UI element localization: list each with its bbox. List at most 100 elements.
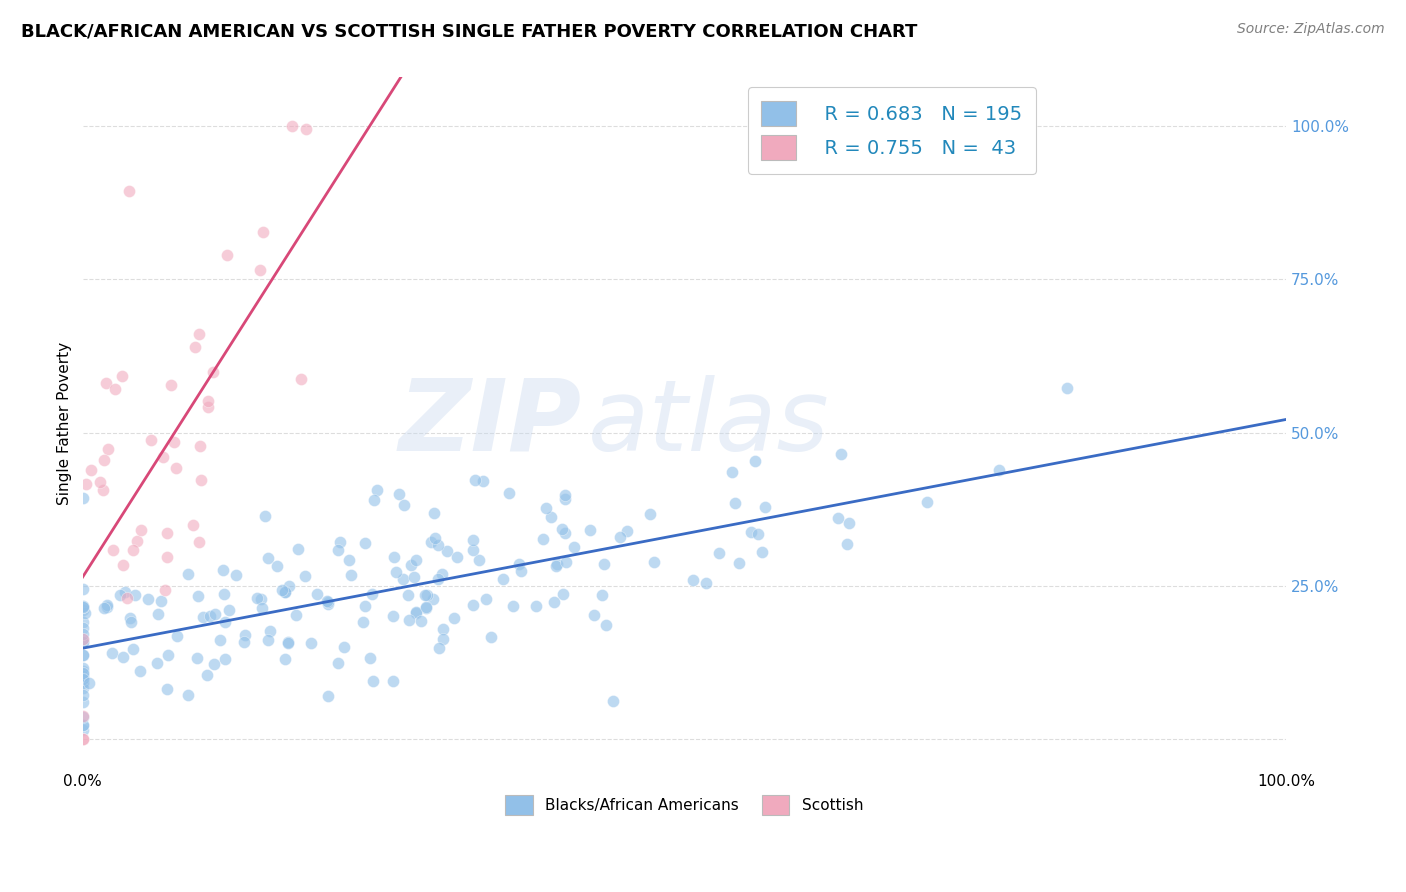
Point bbox=[602, 694, 624, 708]
Point bbox=[427, 641, 450, 656]
Point bbox=[422, 592, 444, 607]
Point bbox=[638, 507, 661, 521]
Point bbox=[413, 588, 436, 602]
Point bbox=[361, 674, 384, 689]
Point bbox=[366, 483, 388, 497]
Point bbox=[277, 635, 299, 649]
Point bbox=[72, 648, 94, 662]
Point bbox=[72, 710, 94, 724]
Point bbox=[96, 599, 118, 613]
Point bbox=[354, 599, 377, 613]
Point bbox=[209, 632, 232, 647]
Point bbox=[156, 549, 179, 564]
Point bbox=[443, 611, 465, 625]
Point bbox=[101, 646, 124, 660]
Point bbox=[165, 460, 187, 475]
Point bbox=[531, 532, 554, 546]
Point bbox=[156, 525, 179, 540]
Point bbox=[201, 365, 224, 379]
Point bbox=[472, 474, 495, 488]
Point bbox=[430, 567, 453, 582]
Point bbox=[115, 591, 138, 605]
Point bbox=[198, 609, 221, 624]
Point bbox=[72, 731, 94, 746]
Point bbox=[72, 664, 94, 678]
Point bbox=[72, 661, 94, 675]
Text: ZIP: ZIP bbox=[399, 375, 582, 472]
Y-axis label: Single Father Poverty: Single Father Poverty bbox=[58, 342, 72, 505]
Point bbox=[609, 530, 631, 544]
Point bbox=[91, 483, 114, 498]
Point bbox=[744, 453, 766, 467]
Point bbox=[249, 592, 271, 607]
Point bbox=[510, 564, 533, 578]
Point bbox=[110, 368, 132, 383]
Point bbox=[89, 475, 111, 489]
Point bbox=[72, 688, 94, 702]
Point bbox=[401, 558, 423, 572]
Point bbox=[160, 378, 183, 392]
Point bbox=[136, 591, 159, 606]
Point bbox=[96, 376, 118, 391]
Point bbox=[551, 587, 574, 601]
Point bbox=[235, 628, 257, 642]
Point bbox=[195, 668, 218, 682]
Point bbox=[578, 523, 600, 537]
Point bbox=[402, 570, 425, 584]
Point bbox=[72, 632, 94, 647]
Point bbox=[595, 618, 617, 632]
Point bbox=[498, 486, 520, 500]
Point bbox=[152, 450, 174, 464]
Point bbox=[554, 526, 576, 541]
Point bbox=[111, 558, 134, 572]
Point bbox=[419, 535, 441, 549]
Point bbox=[72, 621, 94, 635]
Point bbox=[427, 538, 450, 552]
Point bbox=[197, 393, 219, 408]
Point bbox=[432, 622, 454, 636]
Point bbox=[117, 184, 139, 198]
Point bbox=[274, 652, 297, 666]
Point bbox=[122, 641, 145, 656]
Point bbox=[177, 688, 200, 702]
Point bbox=[830, 447, 852, 461]
Point bbox=[72, 731, 94, 746]
Point bbox=[415, 599, 437, 614]
Point bbox=[97, 442, 120, 457]
Point bbox=[398, 613, 420, 627]
Point bbox=[446, 550, 468, 565]
Point bbox=[72, 665, 94, 680]
Point bbox=[72, 635, 94, 649]
Point bbox=[274, 584, 297, 599]
Point bbox=[232, 635, 254, 649]
Point bbox=[121, 543, 143, 558]
Point bbox=[197, 400, 219, 414]
Point bbox=[468, 553, 491, 567]
Point bbox=[416, 588, 439, 602]
Point bbox=[582, 608, 605, 623]
Point bbox=[391, 573, 413, 587]
Point bbox=[544, 558, 567, 573]
Point bbox=[536, 501, 558, 516]
Point bbox=[204, 607, 226, 621]
Text: Source: ZipAtlas.com: Source: ZipAtlas.com bbox=[1237, 22, 1385, 37]
Point bbox=[508, 557, 530, 571]
Point bbox=[305, 587, 328, 601]
Point bbox=[187, 326, 209, 341]
Point bbox=[426, 572, 449, 586]
Point bbox=[381, 674, 404, 689]
Point bbox=[72, 723, 94, 737]
Point bbox=[329, 534, 352, 549]
Point bbox=[215, 248, 238, 262]
Point bbox=[72, 599, 94, 614]
Point bbox=[592, 557, 614, 571]
Point bbox=[546, 557, 568, 571]
Point bbox=[214, 615, 236, 630]
Point bbox=[405, 605, 427, 619]
Point bbox=[707, 546, 730, 560]
Point bbox=[354, 536, 377, 550]
Point bbox=[212, 563, 235, 577]
Point bbox=[187, 589, 209, 603]
Point bbox=[332, 640, 354, 654]
Point bbox=[129, 664, 152, 678]
